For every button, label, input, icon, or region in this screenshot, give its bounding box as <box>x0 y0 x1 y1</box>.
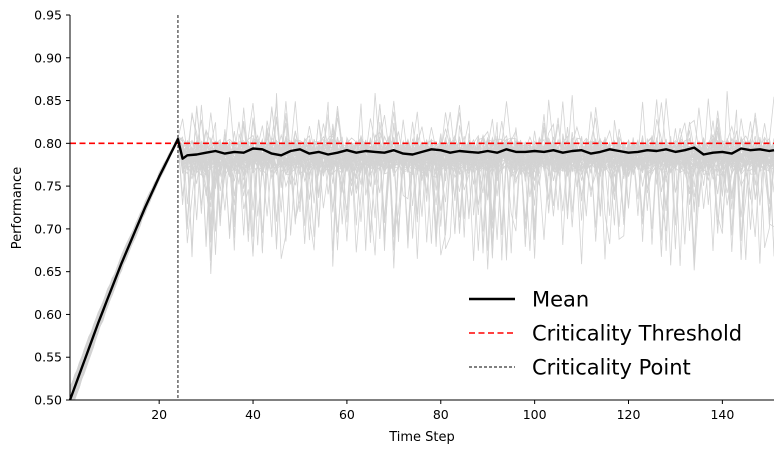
run-line <box>72 121 774 400</box>
legend: Mean Criticality Threshold Criticality Poi… <box>469 288 742 380</box>
x-tick-label: 80 <box>433 407 449 422</box>
x-axis-label: Time Step <box>388 430 455 445</box>
x-ticks: 20 40 60 80 100 120 140 <box>151 400 734 422</box>
axes <box>69 15 774 401</box>
y-ticks: 0.50 0.55 0.60 0.65 0.70 0.75 0.80 0.85 0.90 0.95 <box>34 8 70 408</box>
y-tick-label: 0.95 <box>34 8 62 23</box>
y-tick-label: 0.55 <box>34 350 62 365</box>
legend-threshold: Criticality Threshold <box>469 322 742 346</box>
mean-line <box>68 137 775 401</box>
run-line <box>71 95 774 400</box>
reference-lines <box>70 15 774 400</box>
y-tick-label: 0.85 <box>34 93 62 108</box>
mean-series-group <box>68 137 775 401</box>
x-tick-label: 100 <box>523 407 547 422</box>
legend-mean-label: Mean <box>532 288 589 312</box>
y-tick-label: 0.80 <box>34 136 62 151</box>
x-tick-label: 20 <box>151 407 167 422</box>
x-tick-label: 120 <box>617 407 641 422</box>
legend-point-label: Criticality Point <box>532 356 691 380</box>
legend-threshold-label: Criticality Threshold <box>532 322 742 346</box>
x-tick-label: 140 <box>710 407 734 422</box>
run-line <box>70 91 774 400</box>
y-tick-label: 0.65 <box>34 264 62 279</box>
x-tick-label: 40 <box>245 407 261 422</box>
run-line <box>70 119 774 399</box>
legend-mean: Mean <box>469 288 589 312</box>
y-tick-label: 0.50 <box>34 393 62 408</box>
y-axis-label: Performance <box>10 167 25 249</box>
y-tick-label: 0.60 <box>34 307 62 322</box>
run-line <box>70 93 774 398</box>
run-line <box>70 111 774 400</box>
x-tick-label: 60 <box>339 407 355 422</box>
y-tick-label: 0.90 <box>34 50 62 65</box>
legend-point: Criticality Point <box>469 356 691 380</box>
y-tick-label: 0.75 <box>34 179 62 194</box>
background-runs <box>70 91 774 400</box>
y-tick-label: 0.70 <box>34 221 62 236</box>
